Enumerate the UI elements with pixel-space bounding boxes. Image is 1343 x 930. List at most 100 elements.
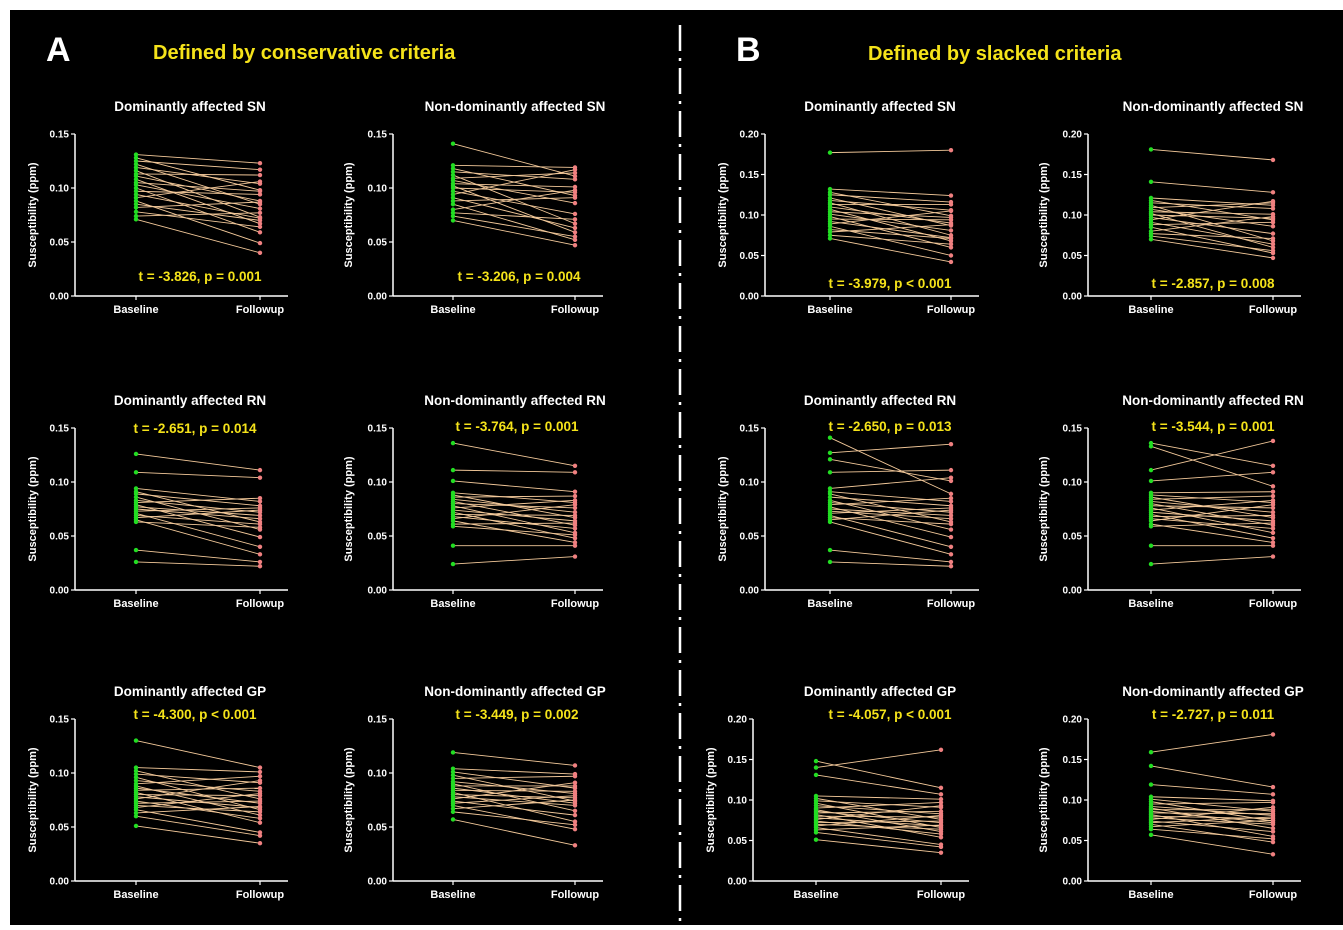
subject-line: [829, 199, 952, 211]
followup-point: [572, 463, 578, 468]
subject-line: [452, 143, 576, 177]
subject-line: [452, 513, 576, 516]
baseline-point: [827, 186, 833, 192]
subject-line: [452, 169, 576, 195]
y-tick-label: 0.00: [368, 292, 388, 303]
x-category-label: Baseline: [1128, 304, 1173, 316]
baseline-point: [450, 561, 456, 567]
baseline-point: [450, 809, 456, 815]
subject-line: [135, 471, 261, 479]
followup-point: [1270, 826, 1276, 831]
baseline-point: [827, 559, 833, 565]
followup-point: [257, 507, 263, 513]
baseline-point: [133, 185, 139, 191]
subject-line: [829, 234, 952, 245]
subject-line: [135, 154, 261, 164]
baseline-point: [813, 758, 819, 764]
followup-point: [572, 774, 578, 779]
subject-line: [135, 509, 261, 519]
subject-line: [452, 197, 576, 202]
subject-line: [815, 774, 942, 795]
subject-line: [135, 800, 261, 804]
subject-line: [1150, 440, 1274, 471]
followup-point: [948, 217, 954, 223]
subject-line: [135, 181, 261, 199]
x-category-label: Baseline: [807, 304, 852, 316]
stat-annotation: t = -3.826, p = 0.001: [138, 269, 262, 284]
followup-point: [1270, 224, 1276, 229]
baseline-point: [1148, 543, 1154, 548]
followup-point: [257, 785, 263, 791]
subject-line: [452, 183, 576, 188]
y-tick-label: 0.00: [1063, 292, 1083, 303]
subject-line: [1150, 511, 1274, 522]
subject-line: [1150, 504, 1274, 522]
y-tick-label: 0.15: [368, 715, 388, 726]
subject-line: [135, 549, 261, 563]
subject-line: [829, 477, 952, 489]
subject-line: [1150, 216, 1274, 235]
subject-line: [829, 443, 952, 454]
y-tick-label: 0.15: [50, 130, 70, 141]
baseline-point: [133, 778, 139, 783]
followup-point: [1270, 535, 1276, 541]
followup-point: [257, 513, 263, 518]
followup-point: [257, 534, 263, 540]
followup-point: [257, 192, 263, 197]
baseline-point: [133, 189, 139, 194]
baseline-point: [133, 209, 139, 214]
stat-annotation: t = -2.727, p = 0.011: [1152, 707, 1275, 722]
y-tick-label: 0.05: [50, 238, 70, 249]
y-tick-label: 0.15: [740, 424, 760, 435]
baseline-point: [827, 547, 833, 553]
y-axis-label: Susceptibility (ppm): [717, 456, 729, 561]
baseline-point: [827, 435, 833, 440]
chart-1: Dominantly affected SN 0.00 0.05 0.10 0.15 Ba…: [27, 99, 288, 316]
baseline-point: [1148, 147, 1154, 152]
x-category-label: Baseline: [1128, 598, 1173, 610]
subject-line: [1150, 148, 1274, 161]
subject-line: [829, 549, 952, 563]
followup-point: [572, 230, 578, 235]
followup-point: [257, 230, 263, 235]
subject-line: [815, 839, 942, 854]
y-tick-label: 0.00: [740, 586, 760, 597]
followup-point: [257, 525, 263, 530]
y-tick-label: 0.05: [1063, 251, 1083, 262]
followup-point: [948, 499, 954, 504]
baseline-point: [827, 150, 833, 155]
followup-point: [257, 841, 263, 846]
subject-line: [135, 163, 261, 205]
subject-line: [815, 801, 942, 809]
subject-line: [135, 201, 261, 208]
y-axis-label: Susceptibility (ppm): [705, 747, 717, 852]
y-tick-label: 0.00: [1063, 877, 1083, 888]
chart-3: Dominantly affected SN 0.00 0.05 0.10 0.15 0.…: [717, 99, 979, 316]
subject-line: [452, 197, 576, 229]
baseline-point: [1148, 179, 1154, 184]
followup-point: [1270, 220, 1276, 225]
followup-point: [572, 493, 578, 499]
baseline-point: [450, 772, 456, 778]
subject-line: [829, 507, 952, 514]
subject-line: [829, 491, 952, 502]
y-tick-label: 0.10: [740, 478, 760, 489]
x-category-label: Followup: [927, 304, 976, 316]
baseline-point: [133, 491, 139, 497]
baseline-point: [450, 202, 456, 207]
baseline-point: [133, 205, 139, 210]
subject-line: [452, 792, 576, 823]
baseline-point: [827, 491, 833, 497]
followup-point: [1270, 852, 1276, 857]
y-tick-label: 0.05: [1063, 836, 1083, 847]
subject-line: [1150, 212, 1274, 248]
followup-point: [938, 813, 944, 818]
y-tick-label: 0.15: [1063, 424, 1083, 435]
x-category-label: Followup: [1249, 598, 1298, 610]
subject-line: [829, 211, 952, 218]
followup-point: [257, 516, 263, 521]
subject-line: [135, 218, 261, 254]
panel-heading-a: Defined by conservative criteria: [153, 42, 456, 64]
baseline-point: [1148, 524, 1154, 529]
subject-line: [135, 767, 261, 773]
